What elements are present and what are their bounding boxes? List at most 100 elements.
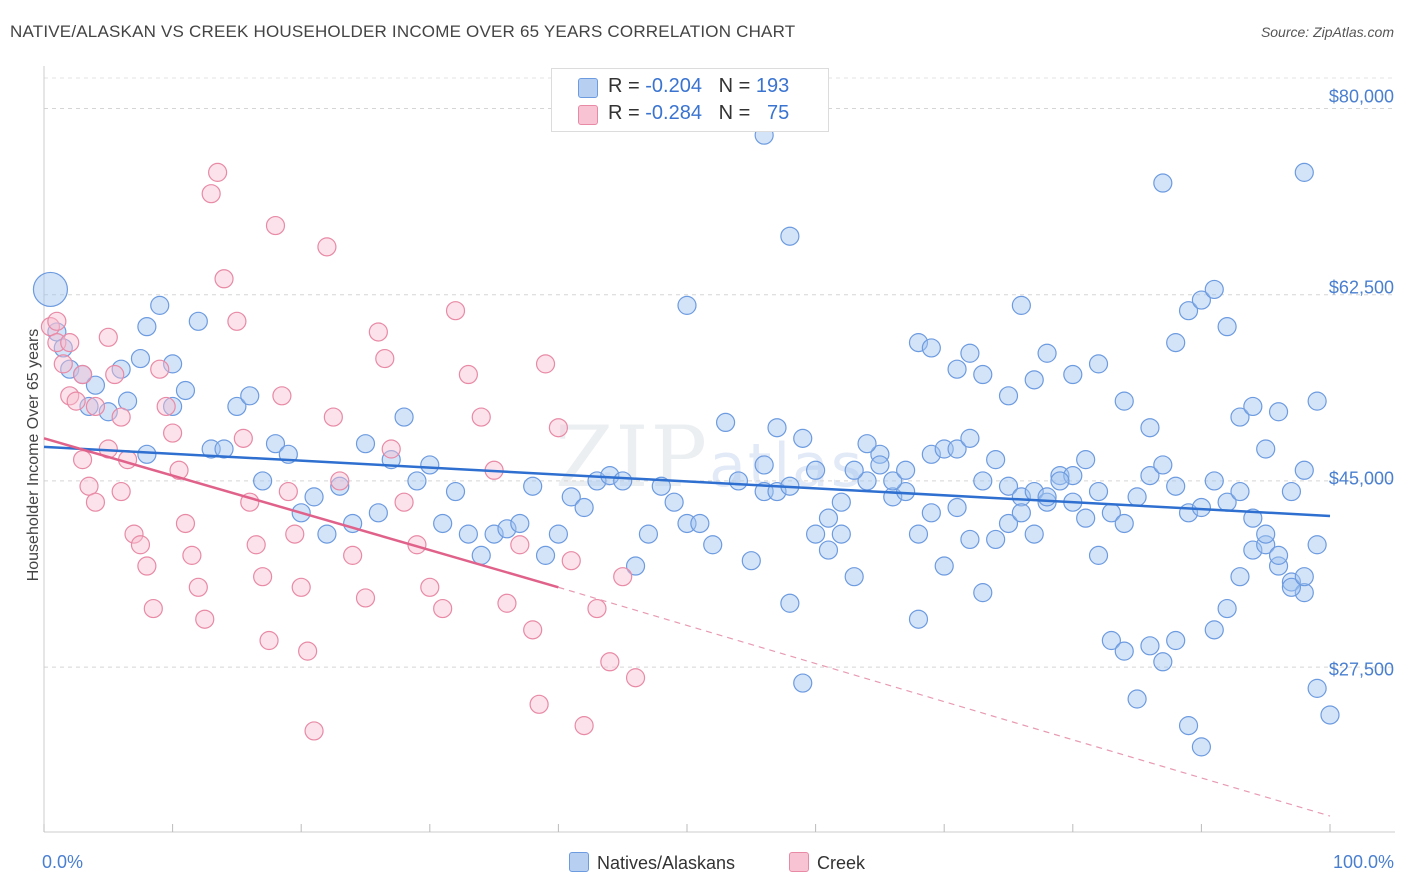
natives-point [1153,455,1173,475]
natives-point [1281,481,1302,502]
natives-point [561,487,581,507]
natives-point [986,450,1006,470]
natives-point [1256,439,1276,459]
creek-point [394,492,414,512]
natives-point [1307,535,1327,555]
natives-point [857,434,877,454]
creek-point [471,407,491,427]
natives-point [253,471,273,491]
natives-point [1140,418,1160,438]
creek-point [143,598,163,619]
natives-point [1153,652,1173,672]
creek-point [182,545,202,565]
natives-point [1127,689,1147,709]
natives-point [548,524,569,544]
natives-point [497,519,517,539]
natives-point [1011,503,1031,523]
natives-point [1230,407,1250,427]
natives-point [908,609,929,629]
natives-point [728,471,749,491]
creek-point [548,418,569,438]
natives-point [227,396,247,417]
natives-point [85,375,106,395]
natives-point [163,354,183,374]
natives-point [1320,705,1340,725]
natives-point [1268,545,1289,565]
legend-r-label: R = [608,75,640,97]
natives-point [805,524,826,544]
natives-point [947,497,967,518]
creek-point [613,567,633,587]
creek-point [98,327,118,347]
natives-point [1140,465,1160,486]
natives-point [831,492,851,512]
creek-point [85,492,106,512]
creek-point [150,359,170,379]
natives-point [1076,508,1096,528]
natives-point [793,673,813,693]
legend-r-label: R = [608,102,640,124]
natives-point [188,311,208,331]
natives-point [1024,524,1044,544]
creek-point [72,450,93,470]
natives-point [998,386,1019,406]
creek-point [445,301,466,321]
natives-point [1307,391,1327,411]
bottom-creek-swatch [789,852,809,872]
natives-point [921,338,941,358]
natives-point [973,364,993,385]
natives-point [973,471,993,491]
bottom-legend-creek: Creek [789,852,865,874]
creek-point [169,460,189,480]
creek-point [285,524,305,544]
natives-point [870,455,890,475]
x-tick-max: 100.0% [1332,852,1394,872]
natives-point [330,476,350,496]
creek-point [137,556,157,576]
y-tick-62500: $62,500 [1328,277,1394,298]
creek-point [246,535,266,555]
y-axis-label: Householder Income Over 65 years [25,328,42,582]
creek-point [600,652,620,672]
natives-point [53,338,73,358]
creek-point [510,535,530,555]
bottom-legend-natives: Natives/Alaskans [569,852,735,874]
natives-point [1204,471,1224,491]
natives-point [741,551,761,571]
natives-point [793,428,813,448]
natives-point [1217,598,1237,619]
natives-point [1281,577,1302,597]
creek-point [343,545,363,565]
natives-point [1178,716,1199,736]
creek-point [60,386,80,406]
natives-point [523,476,543,496]
natives-point [613,471,633,491]
creek-point [253,567,273,587]
natives-point [664,492,684,512]
natives-point [60,359,80,379]
creek-point [368,322,388,342]
creek-point [381,439,401,459]
natives-point [831,524,851,544]
natives-point [175,380,196,401]
natives-point [1191,290,1212,310]
natives-point [818,540,839,560]
natives-point [934,556,954,576]
natives-point [960,428,980,448]
creek-r-value: -0.284 [645,102,702,124]
creek-trend-line [43,437,559,589]
natives-point [1076,450,1096,470]
creek-point [208,162,228,182]
natives-point [355,434,376,454]
y-tick-27500: $27,500 [1328,659,1394,680]
natives-point [1294,460,1314,480]
creek-point [317,237,337,257]
natives-point [1063,364,1083,385]
natives-point [921,444,941,464]
natives-trend-line [43,445,1331,518]
natives-point [1037,487,1057,507]
natives-point [1011,487,1031,507]
natives-r-value: -0.204 [645,75,702,97]
creek-swatch [578,105,598,125]
creek-point [111,407,131,427]
